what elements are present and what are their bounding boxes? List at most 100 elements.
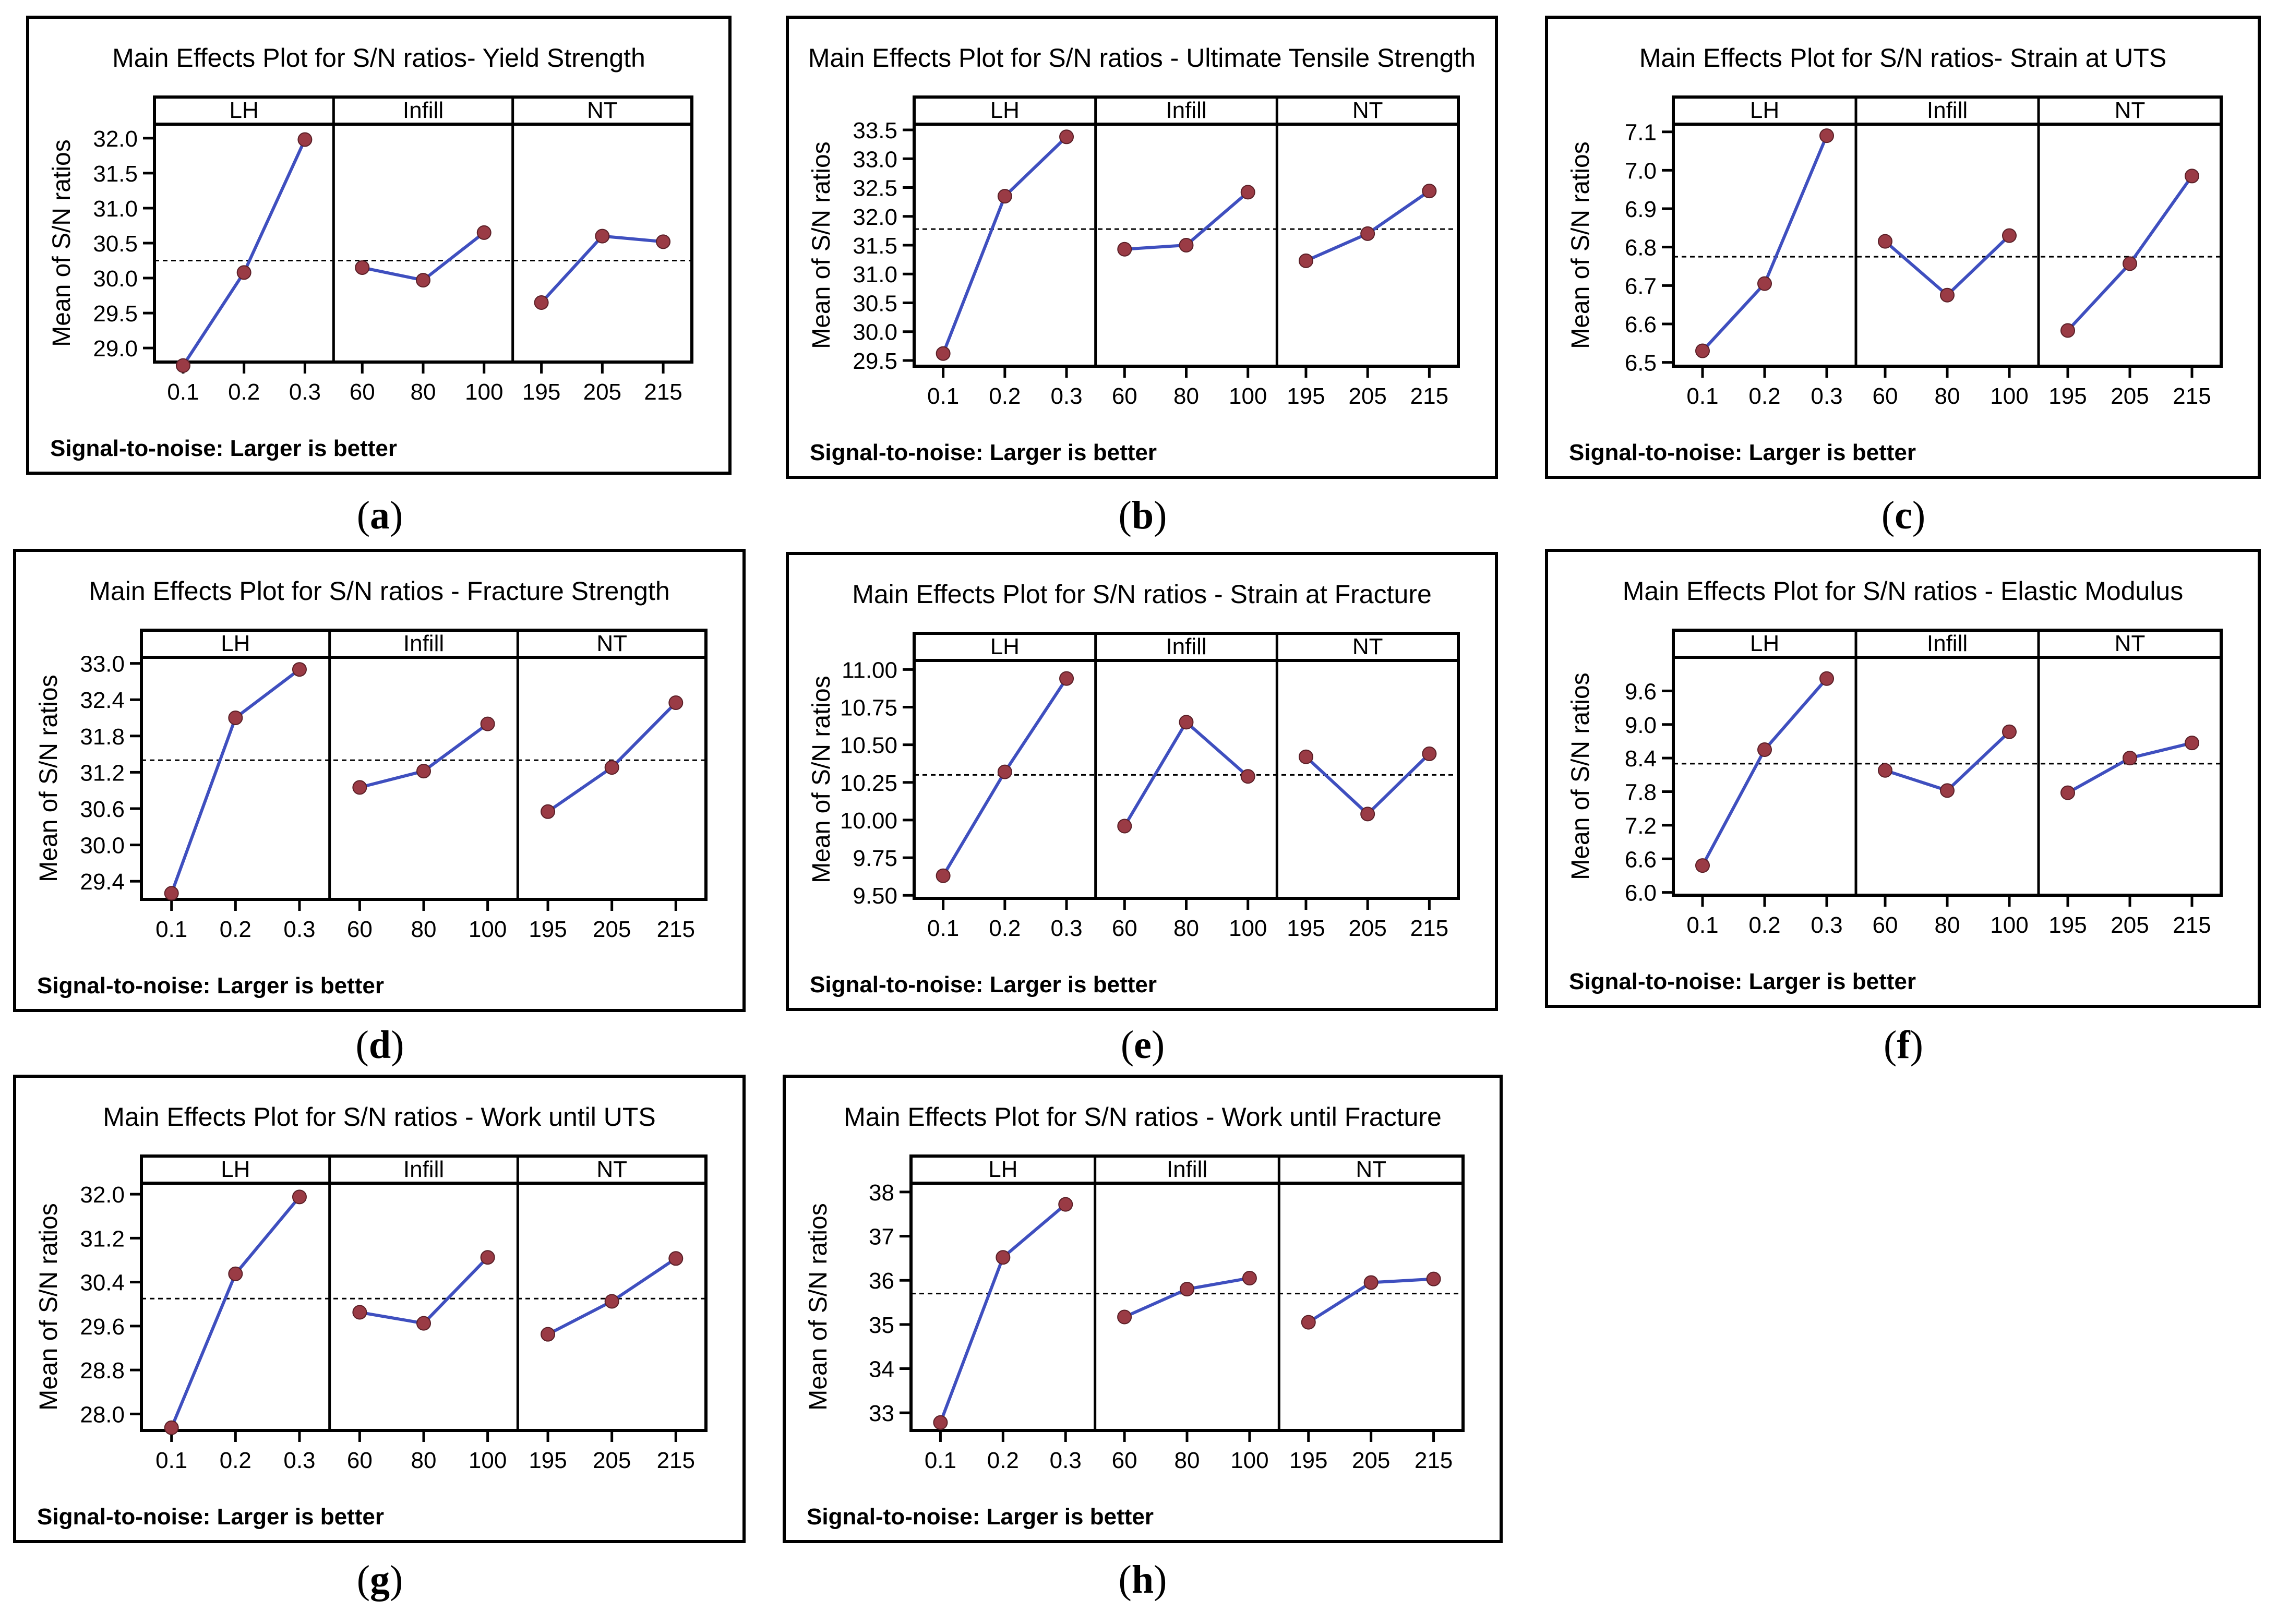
series-line-lh xyxy=(170,668,301,894)
x-tick-label: 100 xyxy=(1230,1448,1268,1473)
plot-frame xyxy=(153,95,693,364)
facet-label-lh: LH xyxy=(221,1157,250,1182)
data-point xyxy=(2060,785,2075,800)
x-tick-label: 0.3 xyxy=(1050,1448,1082,1473)
y-tick-label: 6.6 xyxy=(1625,847,1657,872)
caption-e: (e) xyxy=(1120,1023,1165,1067)
x-tick-label: 0.2 xyxy=(1748,383,1780,409)
x-tick-label: 80 xyxy=(1175,1448,1200,1473)
data-point xyxy=(1819,671,1834,686)
y-tick-label: 29.5 xyxy=(853,348,897,374)
chart-svg-a: Main Effects Plot for S/N ratios- Yield … xyxy=(48,43,693,461)
y-tick-label: 8.4 xyxy=(1625,746,1657,772)
x-tick-label: 215 xyxy=(644,379,682,405)
x-tick-label: 0.1 xyxy=(1686,383,1718,409)
x-tick-label: 205 xyxy=(593,917,631,942)
data-point xyxy=(1360,226,1375,241)
data-point xyxy=(1117,819,1132,834)
chart-svg-f: Main Effects Plot for S/N ratios - Elast… xyxy=(1567,576,2223,994)
chart-title: Main Effects Plot for S/N ratios - Work … xyxy=(844,1102,1442,1132)
facet-label-lh: LH xyxy=(1750,631,1779,656)
y-tick-label: 31.5 xyxy=(853,233,897,259)
data-point xyxy=(1422,184,1437,199)
x-tick-label: 80 xyxy=(1935,383,1960,409)
data-point xyxy=(1819,128,1834,143)
y-tick-label: 10.75 xyxy=(840,695,897,720)
y-axis-label: Mean of S/N ratios xyxy=(808,141,835,349)
x-tick-label: 0.3 xyxy=(1050,383,1082,409)
data-point xyxy=(2185,169,2199,184)
data-point xyxy=(1240,185,1255,200)
series-line-nt xyxy=(1305,189,1431,262)
data-point xyxy=(936,868,951,883)
data-point xyxy=(1940,287,1955,303)
data-point xyxy=(1757,742,1772,757)
data-point xyxy=(996,1250,1011,1265)
plot-frame xyxy=(1672,95,2223,368)
x-tick-label: 205 xyxy=(2111,383,2149,409)
chart-panel-d: Main Effects Plot for S/N ratios - Fract… xyxy=(13,549,746,1012)
x-tick-label: 80 xyxy=(1173,383,1199,409)
data-point xyxy=(1878,763,1892,778)
x-tick-label: 215 xyxy=(657,917,695,942)
data-point xyxy=(933,1415,948,1430)
data-point xyxy=(292,662,307,677)
x-tick-label: 80 xyxy=(411,917,437,942)
x-tick-label: 100 xyxy=(1990,383,2028,409)
data-point xyxy=(1363,1275,1379,1290)
data-point xyxy=(1059,129,1074,145)
x-tick-label: 195 xyxy=(522,379,560,405)
data-point xyxy=(1179,238,1194,252)
caption-f: (f) xyxy=(1884,1023,1923,1067)
series-line-lh xyxy=(939,1203,1067,1423)
y-tick-label: 7.2 xyxy=(1625,813,1657,839)
chart-panel-f: Main Effects Plot for S/N ratios - Elast… xyxy=(1545,549,2261,1008)
series-line-lh xyxy=(941,136,1068,354)
series-line-infill xyxy=(1885,730,2011,792)
series-line-nt xyxy=(540,234,664,304)
x-tick-label: 0.2 xyxy=(987,1448,1019,1473)
facet-label-nt: NT xyxy=(1352,98,1383,123)
x-tick-label: 0.1 xyxy=(927,916,959,941)
y-tick-label: 32.0 xyxy=(93,126,138,152)
data-point xyxy=(604,760,619,775)
data-point xyxy=(476,225,492,240)
series-line-infill xyxy=(359,1256,489,1325)
x-tick-label: 0.1 xyxy=(167,379,199,405)
facet-label-nt: NT xyxy=(596,631,627,656)
facet-label-infill: Infill xyxy=(1167,1157,1207,1182)
y-tick-label: 31.0 xyxy=(93,196,138,222)
facet-label-lh: LH xyxy=(221,631,250,656)
plot-frame xyxy=(913,95,1460,368)
chart-panel-e: Main Effects Plot for S/N ratios - Strai… xyxy=(786,552,1498,1011)
y-tick-label: 31.8 xyxy=(80,724,125,750)
data-point xyxy=(1878,234,1892,249)
data-point xyxy=(1940,783,1955,798)
y-tick-label: 6.5 xyxy=(1625,351,1657,376)
x-tick-label: 100 xyxy=(469,917,507,942)
facet-label-infill: Infill xyxy=(1927,631,1968,656)
y-tick-label: 6.9 xyxy=(1625,197,1657,222)
chart-title: Main Effects Plot for S/N ratios - Strai… xyxy=(852,580,1432,609)
series-line-infill xyxy=(1884,234,2011,297)
x-tick-label: 60 xyxy=(1112,1448,1137,1473)
signal-to-noise-note: Signal-to-noise: Larger is better xyxy=(50,436,397,461)
x-tick-label: 0.2 xyxy=(220,917,251,942)
y-tick-label: 7.1 xyxy=(1625,120,1657,146)
chart-title: Main Effects Plot for S/N ratios- Strain… xyxy=(1639,43,2167,73)
data-point xyxy=(480,716,495,731)
chart-svg-e: Main Effects Plot for S/N ratios - Strai… xyxy=(808,580,1460,997)
data-point xyxy=(164,1420,179,1435)
x-tick-label: 0.2 xyxy=(220,1448,251,1473)
data-point xyxy=(416,273,430,288)
x-tick-label: 195 xyxy=(2048,912,2087,938)
chart-panel-h: Main Effects Plot for S/N ratios - Work … xyxy=(783,1075,1503,1543)
x-tick-label: 205 xyxy=(1352,1448,1390,1473)
data-point xyxy=(480,1250,495,1265)
x-tick-label: 0.2 xyxy=(228,379,260,405)
data-point xyxy=(2002,228,2017,243)
y-tick-label: 11.00 xyxy=(842,657,897,683)
y-axis-label: Mean of S/N ratios xyxy=(1567,141,1595,349)
data-point xyxy=(228,1266,243,1281)
y-tick-label: 9.6 xyxy=(1625,679,1657,704)
